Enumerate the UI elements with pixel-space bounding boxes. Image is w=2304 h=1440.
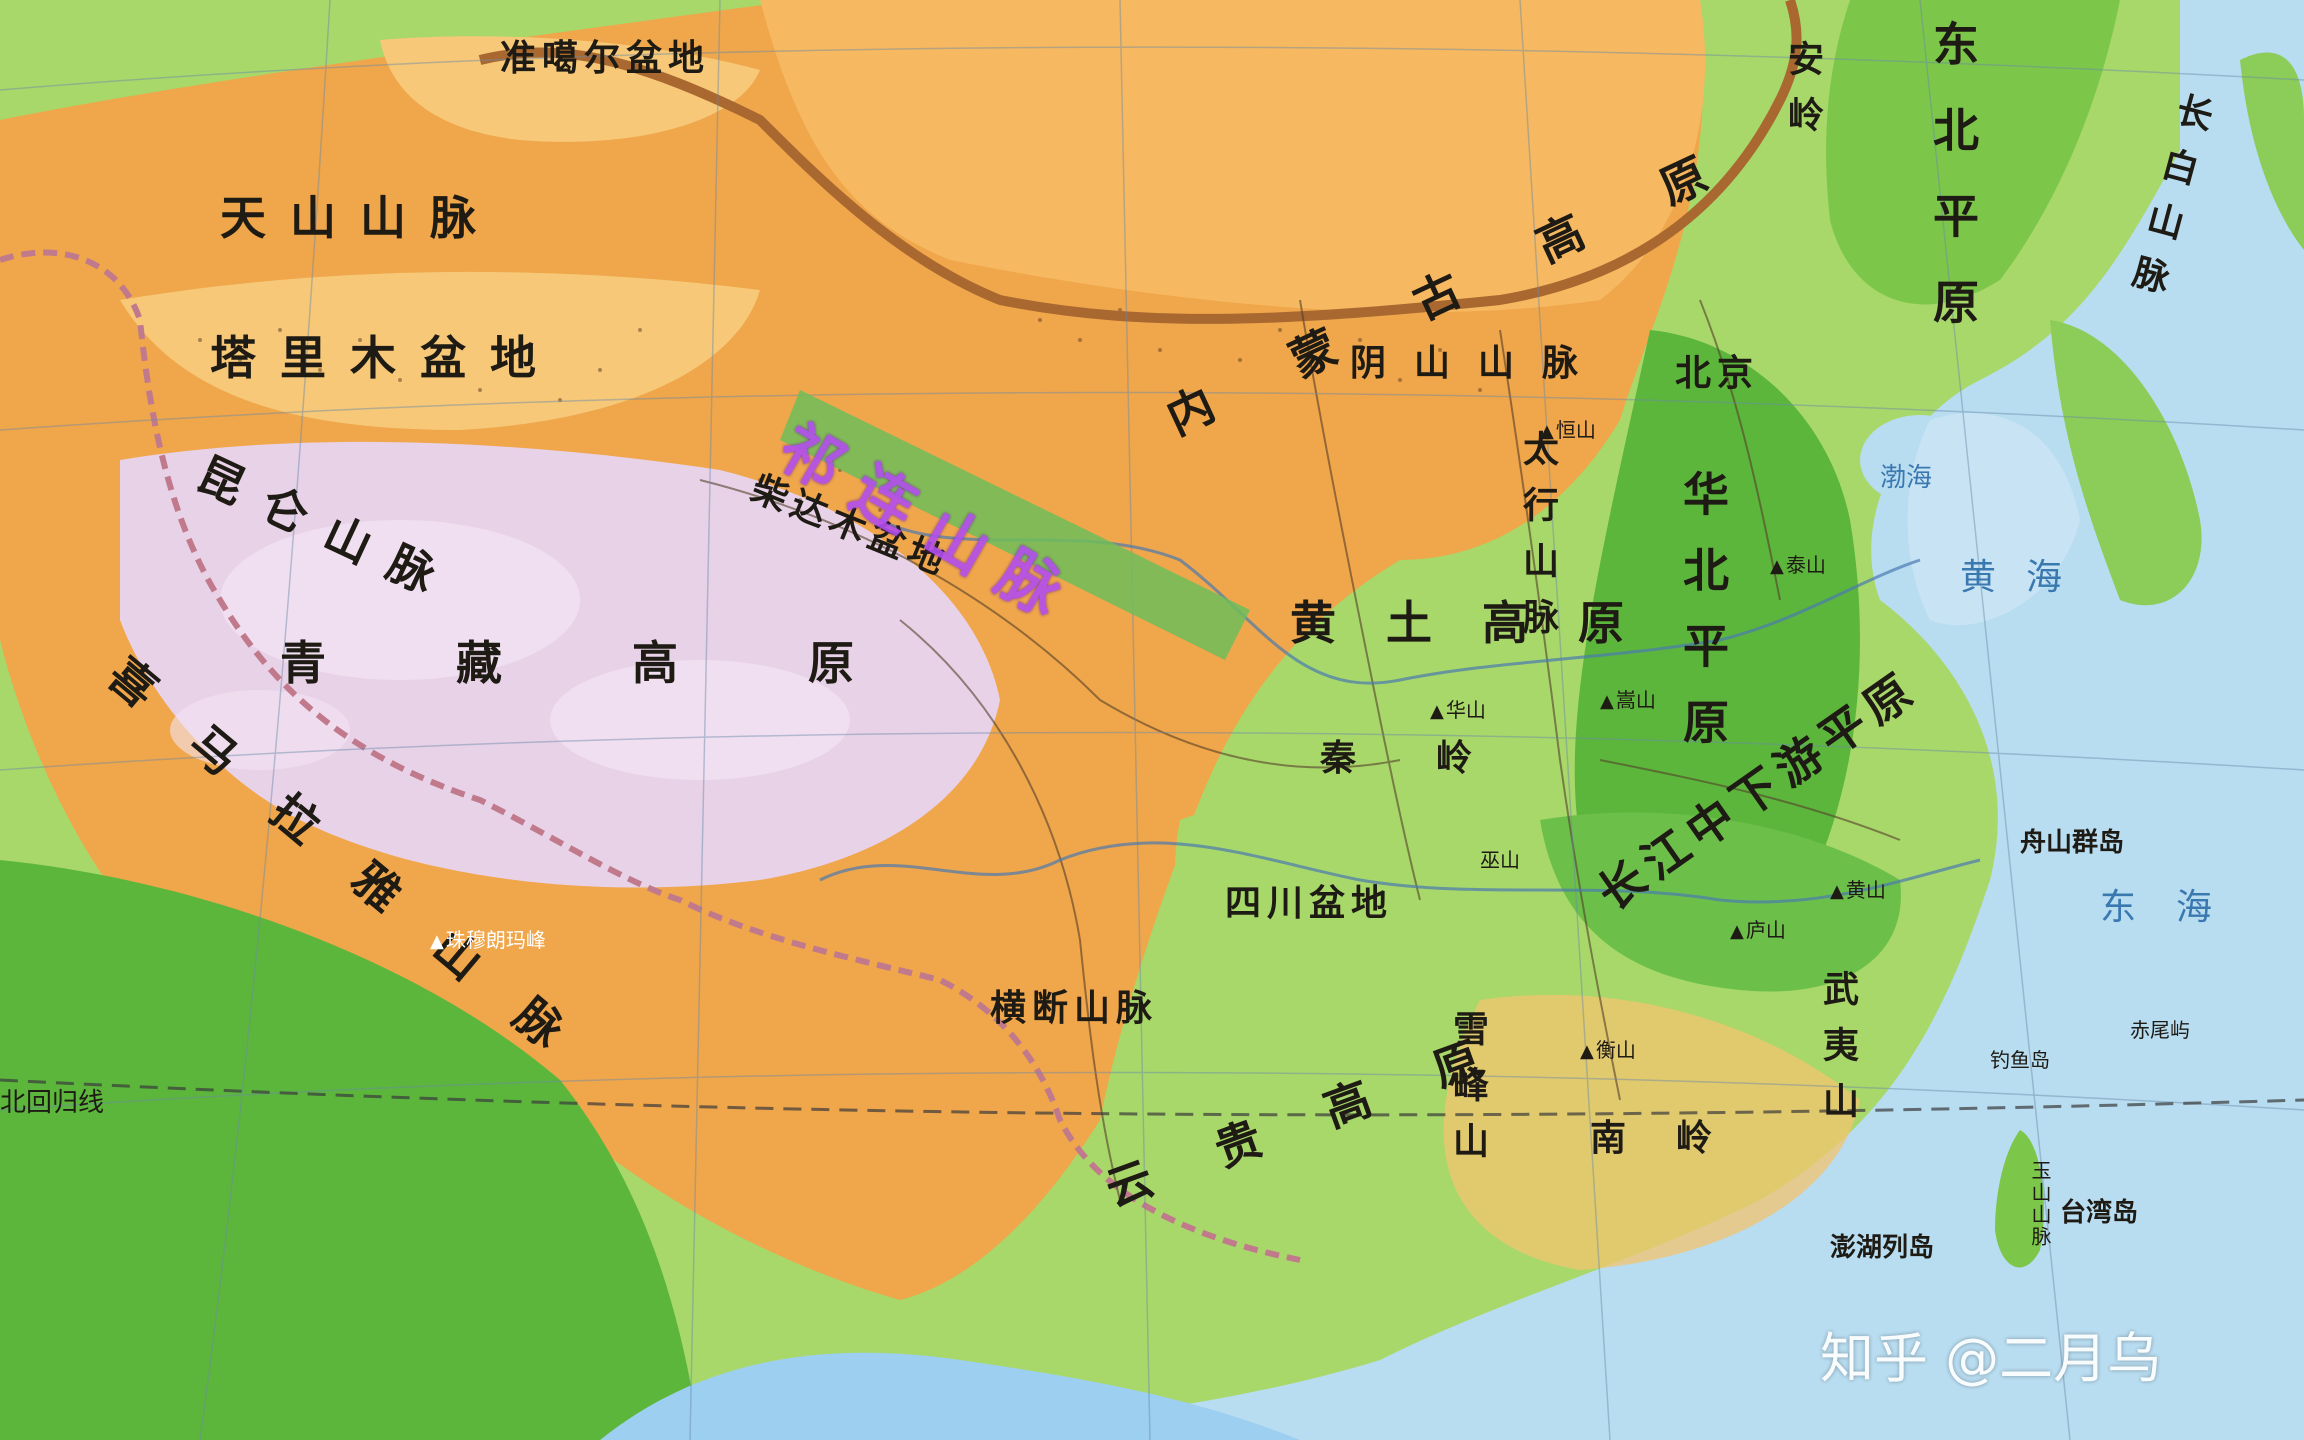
label-penghu-islands: 澎湖列岛 <box>1830 1233 1935 1263</box>
label-everest: 珠穆朗玛峰 <box>430 930 546 951</box>
label-yinshan-mountains: 阴山山脉 <box>1350 342 1607 384</box>
label-junggar-basin: 准噶尔盆地 <box>500 37 711 79</box>
label-tianshan-mountains: 天山山脉 <box>220 191 500 245</box>
label-nanling: 南岭 <box>1590 1117 1763 1159</box>
label-chiwei-islet: 赤尾屿 <box>2130 1018 2190 1042</box>
label-taihang-mountains: 太行山脉 <box>1517 430 1559 654</box>
label-wuyi-mountain: 武夷山 <box>1817 970 1859 1138</box>
label-diaoyu-island: 钓鱼岛 <box>1990 1048 2050 1072</box>
label-beijing: 北京 <box>1675 352 1760 394</box>
label-huabei-plain: 华北平原 <box>1676 470 1730 774</box>
label-hengshan: 衡山 <box>1580 1040 1636 1061</box>
watermark: 知乎 @二月乌 <box>1820 1327 2162 1390</box>
label-xuefeng-mountain: 雪峰山 <box>1447 1010 1489 1178</box>
label-huashan: 华山 <box>1430 700 1486 721</box>
label-taiwan-island: 台湾岛 <box>2060 1198 2139 1228</box>
label-huangshan: 黄山 <box>1830 880 1886 901</box>
label-east-china-sea: 东海 <box>2100 887 2253 928</box>
label-tarim-basin: 塔里木盆地 <box>210 331 560 385</box>
label-tropic-of-cancer: 北回归线 <box>0 1088 105 1118</box>
label-sichuan-basin: 四川盆地 <box>1225 882 1394 924</box>
label-qingzang-plateau: 青藏高原 <box>280 636 984 690</box>
label-yellow-sea: 黄海 <box>1960 557 2093 598</box>
label-daxinganling: 安岭 <box>1782 40 1824 152</box>
label-dongbei-plain: 东北平原 <box>1926 20 1980 364</box>
label-hengshan-n: 恒山 <box>1540 420 1596 441</box>
label-huangtu-plateau: 黄土高原 <box>1290 596 1674 650</box>
label-zhoushan-islands: 舟山群岛 <box>2020 828 2125 858</box>
label-bohai-sea: 渤海 <box>1880 463 1933 493</box>
label-qinling: 秦岭 <box>1320 737 1553 779</box>
label-lushan: 庐山 <box>1730 920 1786 941</box>
label-songshan: 嵩山 <box>1600 690 1656 711</box>
label-hengduan-mountains: 横断山脉 <box>990 987 1159 1029</box>
label-yushan-mountains: 玉山山脉 <box>2028 1160 2052 1248</box>
label-taishan: 泰山 <box>1770 555 1826 576</box>
label-wushan: 巫山 <box>1480 848 1520 872</box>
